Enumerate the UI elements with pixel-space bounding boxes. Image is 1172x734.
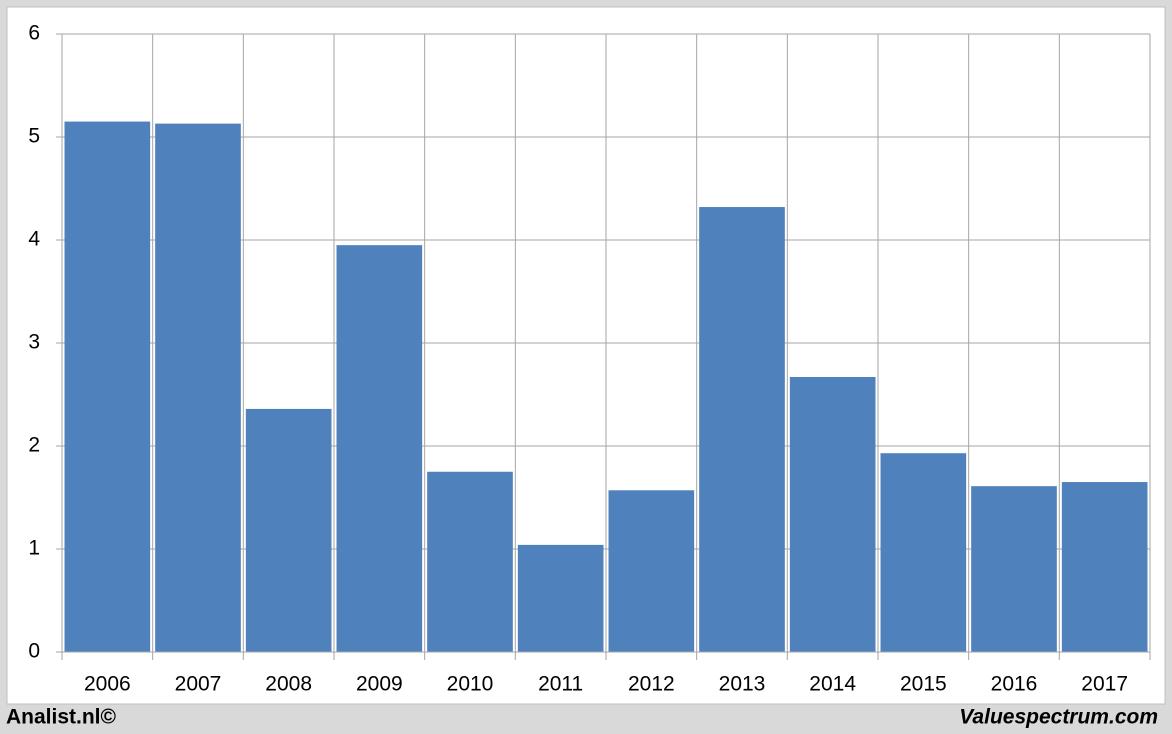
bar bbox=[427, 471, 513, 652]
y-tick-label: 1 bbox=[28, 537, 40, 560]
plot: 0 1 2 3 4 5 6 2006 2007 2008 2009 2010 2011 2012 2013 2… bbox=[28, 22, 1151, 696]
y-tick-label: 6 bbox=[28, 22, 40, 45]
x-tick-label: 2009 bbox=[356, 673, 403, 696]
x-tick-label: 2006 bbox=[84, 673, 131, 696]
bar bbox=[245, 408, 332, 652]
footer-right: Valuespectrum.com bbox=[959, 706, 1158, 729]
bar bbox=[336, 245, 423, 652]
bar bbox=[971, 486, 1057, 652]
footer-left: Analist.nl© bbox=[6, 706, 117, 729]
x-tick-label: 2014 bbox=[809, 673, 856, 696]
bar bbox=[699, 207, 785, 653]
y-tick-label: 3 bbox=[28, 331, 40, 354]
bar bbox=[789, 376, 876, 652]
x-tick-label: 2017 bbox=[1081, 673, 1128, 696]
bar bbox=[608, 490, 695, 652]
x-tick-label: 2013 bbox=[719, 673, 766, 696]
y-tick-label: 2 bbox=[28, 434, 40, 457]
bar bbox=[517, 544, 604, 652]
x-tick-label: 2016 bbox=[991, 673, 1038, 696]
x-tick-label: 2008 bbox=[265, 673, 312, 696]
y-tick-label: 4 bbox=[28, 228, 40, 251]
y-tick-label: 5 bbox=[28, 125, 40, 148]
x-tick-label: 2011 bbox=[538, 673, 583, 696]
y-tick-label: 0 bbox=[28, 640, 40, 663]
x-tick-label: 2007 bbox=[175, 673, 222, 696]
bar bbox=[155, 123, 241, 653]
bar bbox=[880, 453, 967, 652]
x-tick-label: 2010 bbox=[447, 673, 494, 696]
bar bbox=[64, 121, 151, 653]
bar bbox=[1061, 482, 1148, 652]
x-tick-label: 2012 bbox=[628, 673, 675, 696]
x-tick-label: 2015 bbox=[900, 673, 947, 696]
